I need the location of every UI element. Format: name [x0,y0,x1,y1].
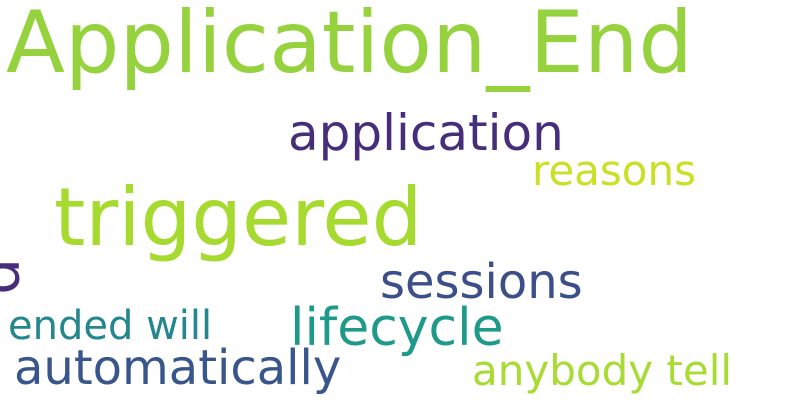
word-ended-will: ended will [8,303,213,349]
word-application-end: Application_End [6,0,693,93]
word-triggered: triggered [54,171,423,264]
word-p: p [0,258,41,295]
word-lifecycle: lifecycle [290,298,504,358]
word-reasons: reasons [532,146,697,195]
word-sessions: sessions [380,254,583,310]
word-application: application [288,104,564,162]
word-automatically: automatically [14,340,342,396]
word-anybody-tell: anybody tell [472,346,733,395]
